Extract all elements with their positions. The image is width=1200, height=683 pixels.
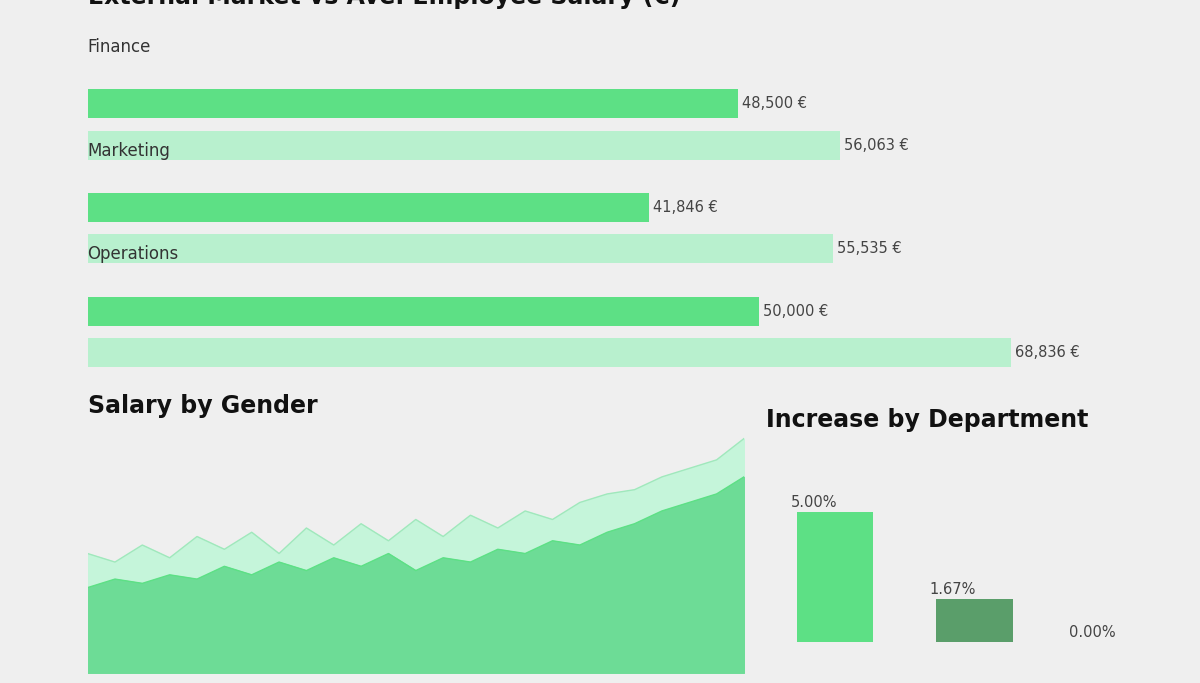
Bar	[88, 130, 840, 160]
Bar	[936, 598, 1013, 642]
Text: 50,000 €: 50,000 €	[763, 303, 828, 318]
Bar	[88, 338, 1012, 367]
Text: Salary by Gender: Salary by Gender	[88, 394, 317, 418]
Bar	[88, 234, 833, 264]
Text: Finance: Finance	[88, 38, 151, 56]
Text: 1.67%: 1.67%	[930, 581, 976, 596]
Text: 41,846 €: 41,846 €	[653, 200, 718, 215]
Bar	[88, 193, 649, 222]
Text: 56,063 €: 56,063 €	[844, 138, 908, 153]
Text: 5.00%: 5.00%	[791, 495, 838, 510]
Bar	[88, 89, 738, 118]
Text: Marketing: Marketing	[88, 141, 170, 160]
Bar	[797, 512, 874, 642]
Text: 0.00%: 0.00%	[1069, 625, 1116, 640]
Text: 48,500 €: 48,500 €	[743, 96, 808, 111]
Text: 68,836 €: 68,836 €	[1015, 345, 1080, 360]
Text: Increase by Department: Increase by Department	[766, 408, 1088, 432]
Text: External Market vs Ave. Employee Salary (€): External Market vs Ave. Employee Salary …	[88, 0, 680, 10]
Text: 55,535 €: 55,535 €	[836, 241, 901, 256]
Bar	[88, 296, 758, 326]
Text: Operations: Operations	[88, 245, 179, 264]
